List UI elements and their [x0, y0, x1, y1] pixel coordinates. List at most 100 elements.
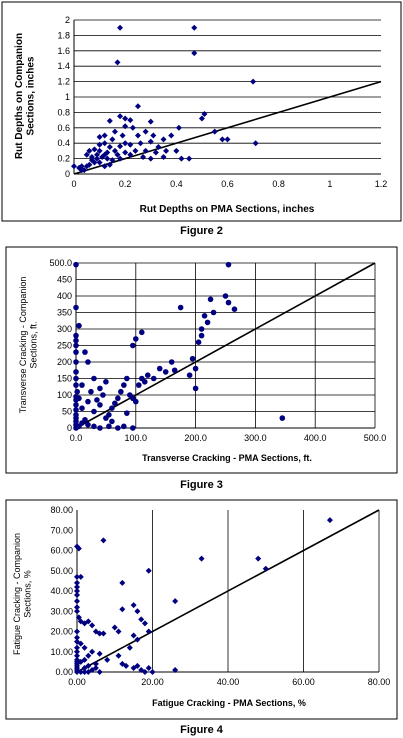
- data-point: [74, 604, 80, 611]
- x-tick-label: 200.0: [184, 433, 207, 443]
- data-point: [211, 128, 218, 135]
- y-tick-label: 1: [65, 92, 70, 102]
- figure-3-x-ticks: 0.0 100.0 200.0 300.0 400.0 500.0: [70, 433, 387, 443]
- y-tick-label: 1.8: [57, 30, 70, 40]
- data-point: [96, 141, 103, 148]
- data-point: [133, 398, 139, 405]
- data-point: [81, 669, 88, 675]
- data-point: [74, 543, 80, 550]
- data-point: [74, 598, 80, 605]
- data-point: [96, 134, 103, 141]
- y-tick-label: 0.8: [57, 107, 70, 117]
- data-point: [82, 416, 88, 423]
- data-point: [140, 154, 147, 161]
- data-point: [134, 608, 141, 615]
- data-point: [124, 375, 130, 382]
- data-point: [74, 628, 80, 635]
- data-point: [73, 402, 79, 408]
- data-point: [106, 117, 113, 124]
- data-point: [133, 336, 139, 342]
- data-point: [250, 78, 257, 85]
- data-point: [123, 662, 130, 669]
- reference-line: [76, 509, 380, 673]
- y-tick-label: 80.00: [50, 505, 73, 515]
- data-point: [73, 382, 79, 388]
- data-point: [219, 136, 226, 143]
- data-point: [86, 147, 93, 154]
- y-tick-label: 70.00: [50, 525, 73, 535]
- data-point: [96, 630, 103, 637]
- chart-frame: [1, 1, 402, 222]
- data-point: [130, 342, 136, 349]
- data-point: [85, 398, 91, 405]
- data-point: [75, 614, 82, 621]
- chart-frame: [5, 499, 398, 720]
- data-point: [127, 141, 134, 148]
- figure-3-frame: [5, 246, 398, 474]
- y-tick-label: 500.0: [49, 258, 72, 268]
- data-point: [96, 159, 103, 166]
- data-point: [231, 306, 238, 312]
- y-tick-label: 0.4: [57, 138, 70, 148]
- x-tick-label: 400.0: [304, 433, 327, 443]
- x-tick-label: 40.00: [217, 677, 240, 687]
- x-tick-label: 500.0: [364, 433, 387, 443]
- data-point: [262, 565, 269, 572]
- figure-4-reference-line-group: [76, 509, 380, 673]
- data-point: [117, 24, 124, 31]
- data-point: [97, 385, 103, 392]
- data-point: [94, 397, 100, 403]
- data-point: [74, 579, 80, 586]
- x-tick-label: 20.00: [141, 677, 164, 687]
- data-point: [204, 319, 211, 326]
- data-point: [94, 151, 101, 158]
- data-point: [119, 579, 126, 586]
- data-point: [134, 636, 141, 643]
- data-point: [111, 128, 118, 135]
- data-point: [73, 359, 79, 365]
- data-point: [186, 155, 193, 162]
- data-point: [101, 163, 108, 170]
- figure-3-caption: Figure 3: [180, 479, 223, 491]
- data-point: [122, 123, 129, 130]
- data-point: [191, 24, 198, 31]
- x-tick-label: 0.6: [221, 179, 234, 189]
- data-point: [191, 50, 198, 57]
- data-point: [172, 666, 179, 673]
- data-point: [279, 415, 286, 421]
- data-point: [91, 423, 97, 430]
- data-point: [109, 405, 115, 411]
- data-point: [168, 132, 175, 139]
- figure-4-y-axis-title: Fatigue Cracking - CompanionSections, %: [12, 533, 32, 655]
- y-tick-label: 0.6: [57, 123, 70, 133]
- data-point: [73, 349, 79, 355]
- data-point: [122, 115, 129, 122]
- x-tick-label: 0.2: [119, 179, 132, 189]
- data-point: [121, 382, 127, 388]
- data-point: [198, 332, 205, 339]
- data-point: [150, 375, 157, 382]
- data-point: [96, 147, 103, 154]
- data-point: [111, 624, 118, 631]
- data-point: [192, 385, 199, 392]
- data-point: [130, 602, 137, 609]
- data-point: [162, 369, 169, 375]
- data-point: [122, 149, 129, 156]
- figure-2-caption: Figure 2: [180, 225, 223, 237]
- data-point: [134, 132, 141, 139]
- x-tick-label: 100.0: [125, 433, 148, 443]
- data-point: [92, 664, 99, 671]
- data-point: [171, 367, 178, 374]
- figure-3-reference-line-group: [75, 262, 376, 429]
- data-point: [127, 151, 134, 158]
- data-point: [79, 382, 85, 388]
- data-point: [76, 395, 82, 402]
- data-point: [124, 410, 130, 416]
- data-point: [78, 167, 85, 174]
- data-point: [96, 669, 103, 675]
- data-point: [119, 660, 126, 667]
- data-point: [89, 666, 96, 673]
- x-tick-label: 0.00: [68, 677, 86, 687]
- data-point: [114, 151, 121, 158]
